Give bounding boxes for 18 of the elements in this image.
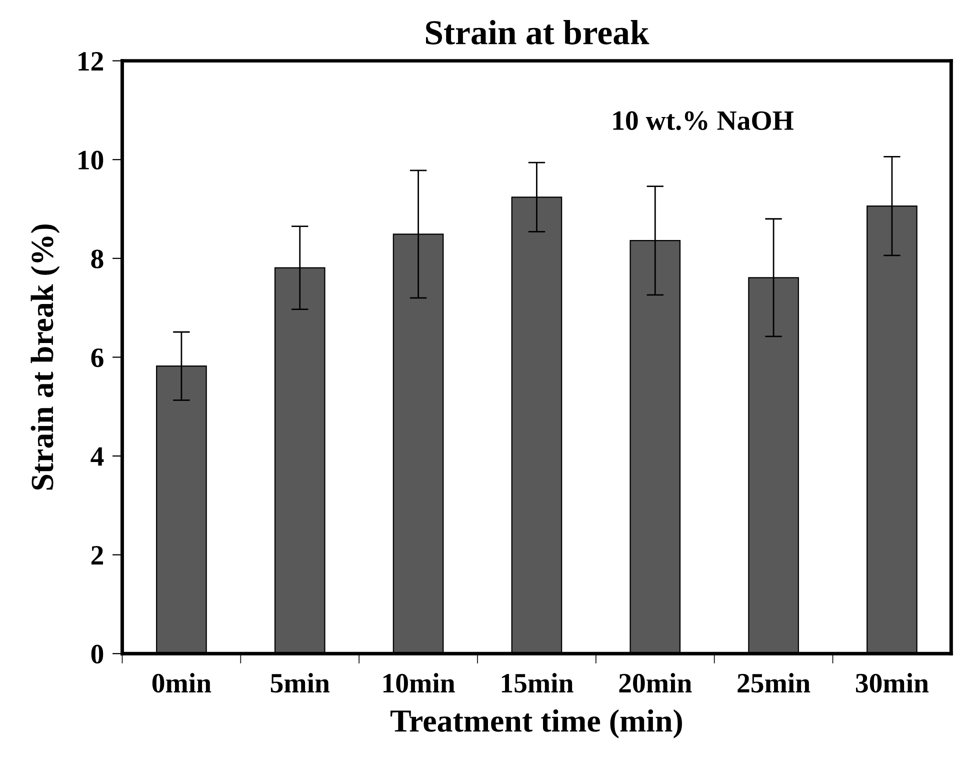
x-tick-label: 15min <box>502 673 574 693</box>
x-tick-label: 20min <box>619 673 692 693</box>
annotation: 10 wt.% NaOH <box>613 111 794 130</box>
y-tick-label: 0 <box>91 644 104 664</box>
y-tick-label: 2 <box>91 546 103 564</box>
y-tick-label: 4 <box>90 447 104 466</box>
y-tick-label: 12 <box>78 52 103 70</box>
y-tick-label: 10 <box>78 150 104 170</box>
x-tick-label: 0min <box>152 673 212 693</box>
x-tick-label: 10min <box>383 673 455 693</box>
chart-title: Strain at break <box>426 20 650 44</box>
y-tick-label: 6 <box>91 348 104 368</box>
x-tick-label: 25min <box>738 673 810 693</box>
x-tick-label: 30min <box>856 673 929 693</box>
y-tick-label: 8 <box>91 250 104 268</box>
y-axis-title: Strain at break (%) <box>30 224 60 490</box>
x-axis-title: Treatment time (min) <box>390 709 682 738</box>
x-tick-label: 5min <box>270 673 330 693</box>
